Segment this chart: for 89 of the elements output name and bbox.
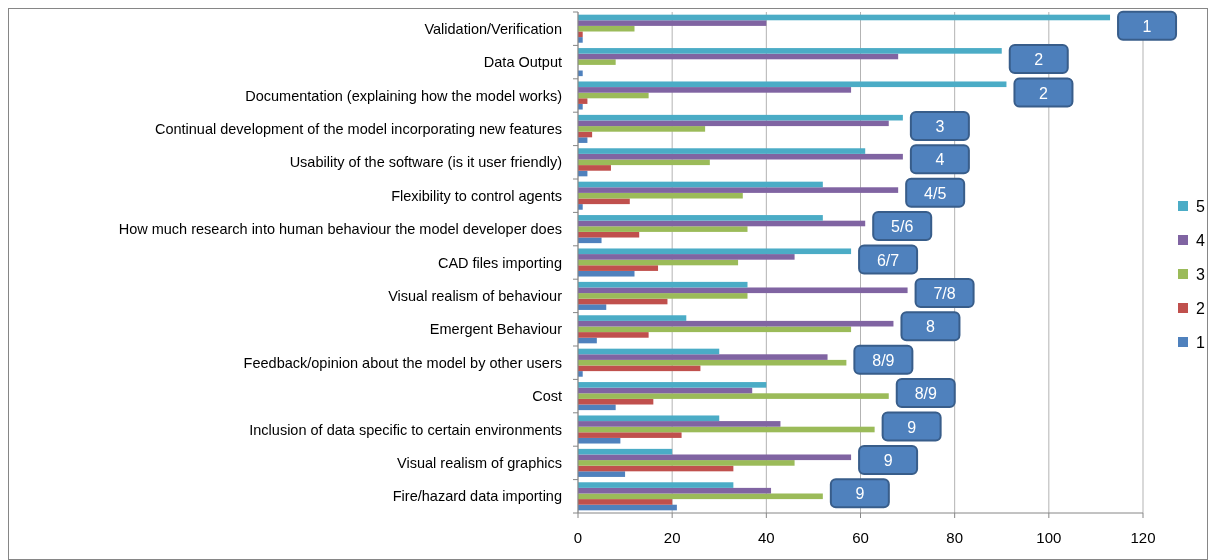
- annotation: 9: [883, 451, 893, 469]
- bar: [578, 81, 1007, 88]
- y-tick-label: Usability of the software (is it user friendly): [289, 154, 562, 171]
- x-tick-label: 20: [663, 529, 681, 546]
- bar: [578, 315, 687, 321]
- y-tick-label: CAD files importing: [437, 254, 562, 271]
- bar: [578, 270, 635, 277]
- bar: [578, 231, 640, 238]
- bar: [578, 354, 828, 360]
- bar: [578, 103, 583, 110]
- annotation: 8: [926, 318, 936, 336]
- annotation: 4/5: [924, 184, 947, 202]
- bar: [578, 460, 795, 466]
- annotation: 2: [1034, 51, 1044, 69]
- bar: [578, 437, 621, 444]
- bar: [578, 371, 583, 377]
- bar: [578, 326, 852, 333]
- annotation: 8/9: [914, 385, 937, 403]
- y-tick-label: Fire/hazard data importing: [392, 488, 562, 505]
- bar: [578, 265, 659, 271]
- bar: [578, 165, 611, 171]
- x-tick-label: 120: [1130, 529, 1156, 546]
- x-tick-label: 80: [946, 529, 964, 546]
- legend-label: 4: [1196, 232, 1205, 249]
- annotation: 7/8: [933, 284, 956, 302]
- bar: [578, 25, 635, 32]
- bar: [578, 332, 649, 338]
- annotation: 5/6: [891, 218, 914, 236]
- bar: [578, 87, 852, 93]
- bar: [578, 382, 767, 388]
- bar: [578, 215, 823, 221]
- legend-label: 2: [1196, 300, 1205, 317]
- annotation: 6/7: [876, 251, 900, 269]
- y-tick-label: Data Output: [483, 54, 562, 71]
- y-tick-label: Documentation (explaining how the model works): [245, 87, 562, 104]
- bar: [578, 137, 588, 143]
- bar: [578, 187, 899, 193]
- bar: [578, 126, 706, 132]
- y-tick-label: Inclusion of data specific to certain environments: [249, 421, 562, 438]
- bar: [578, 493, 823, 500]
- bar: [578, 204, 583, 210]
- bar: [578, 359, 847, 366]
- y-tick-label: Feedback/opinion about the model by other users: [243, 354, 562, 371]
- bar: [578, 48, 1002, 54]
- bar: [578, 415, 720, 422]
- legend-label: 3: [1196, 266, 1205, 283]
- x-tick-label: 100: [1036, 529, 1062, 546]
- annotation: 9: [907, 418, 917, 436]
- x-tick-label: 0: [573, 529, 583, 546]
- bar: [578, 287, 908, 294]
- bar: [578, 59, 616, 65]
- bar: [578, 482, 734, 488]
- y-tick-label: Visual realism of graphics: [397, 454, 562, 471]
- x-tick-label: 40: [757, 529, 775, 546]
- bar: [578, 254, 795, 260]
- annotation: 1: [1142, 17, 1152, 35]
- bar: [578, 20, 767, 26]
- annotation: 8/9: [872, 351, 895, 369]
- y-tick-label: Validation/Verification: [424, 20, 562, 37]
- y-tick-label: How much research into human behaviour the model developer does: [118, 221, 562, 238]
- bar: [578, 398, 654, 405]
- bar: [578, 471, 626, 477]
- bar: [578, 248, 852, 255]
- y-tick-label: Visual realism of behaviour: [388, 287, 563, 304]
- bar: [578, 98, 588, 104]
- bar: [578, 159, 710, 166]
- annotation: 3: [935, 117, 945, 135]
- annotation: 4: [935, 151, 945, 169]
- bar: [578, 304, 607, 310]
- legend-label: 5: [1196, 198, 1205, 215]
- x-tick-label: 60: [852, 529, 869, 546]
- y-tick-label: Emergent Behaviour: [429, 321, 563, 338]
- bar: [578, 499, 673, 505]
- bar: [578, 454, 852, 461]
- legend-label: 1: [1196, 334, 1205, 351]
- bar: [578, 393, 889, 399]
- bar: [578, 37, 583, 43]
- bar: [578, 432, 682, 438]
- bar: [578, 192, 743, 199]
- bar: [578, 421, 781, 427]
- y-tick-label: Continual development of the model incorporating new features: [154, 120, 562, 137]
- y-tick-label: Flexibility to control agents: [391, 187, 562, 204]
- bar: [578, 120, 889, 127]
- annotation: 2: [1039, 84, 1049, 102]
- y-tick-label: Cost: [532, 388, 562, 405]
- annotation: 9: [855, 485, 865, 503]
- bar: [578, 293, 748, 299]
- bar: [578, 226, 748, 232]
- bar: [578, 148, 866, 154]
